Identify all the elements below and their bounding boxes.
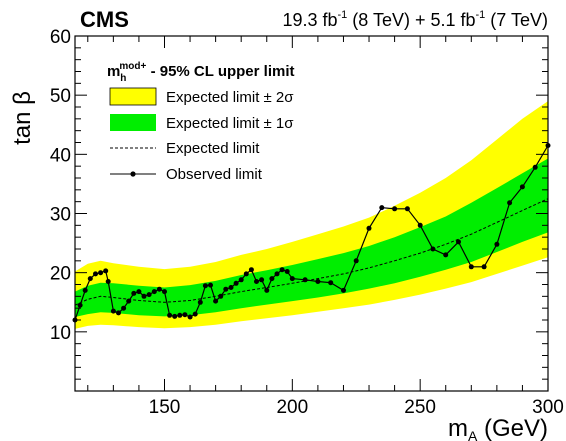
observed-point: [192, 311, 198, 317]
observed-point: [156, 286, 162, 292]
ticks-layer: [75, 35, 549, 391]
observed-line: [75, 145, 548, 321]
observed-point: [264, 287, 270, 293]
observed-point: [151, 289, 157, 295]
observed-point: [233, 280, 239, 286]
observed-point: [468, 264, 474, 270]
legend-label-observed: Observed limit: [166, 166, 263, 183]
x-axis-title: mA (GeV): [448, 415, 548, 441]
legend: mmod+ h - 95% CL upper limit Expected lim…: [107, 61, 295, 183]
legend-swatch-observed-marker: [130, 171, 136, 177]
x-tick-label: 300: [532, 397, 564, 418]
observed-point: [162, 289, 167, 295]
y-tick-label: 20: [50, 264, 71, 285]
observed-point: [366, 225, 372, 231]
observed-point: [404, 206, 410, 212]
observed-point: [353, 258, 359, 264]
y-tick-label: 60: [50, 27, 71, 48]
legend-label-2sigma: Expected limit ± 2σ: [166, 89, 294, 106]
points-layer: [72, 143, 551, 323]
lines-layer: [75, 145, 548, 321]
observed-point: [182, 312, 188, 318]
observed-point: [259, 277, 265, 283]
legend-header: mmod+ h - 95% CL upper limit: [107, 61, 295, 84]
observed-point: [105, 279, 111, 284]
observed-point: [213, 298, 219, 304]
observed-point: [519, 184, 525, 190]
y-tick-label: 50: [50, 86, 71, 107]
y-axis-title: tan β: [9, 91, 36, 145]
bands-layer: [75, 101, 548, 329]
observed-point: [315, 279, 321, 284]
y-tick-label: 40: [50, 145, 71, 166]
observed-point: [279, 267, 285, 273]
observed-point: [430, 246, 436, 252]
legend-swatch-1sigma: [110, 114, 156, 131]
observed-point: [82, 287, 88, 293]
observed-point: [532, 164, 538, 170]
x-tick-label: 150: [149, 397, 181, 418]
observed-point: [507, 200, 513, 206]
observed-point: [228, 285, 234, 290]
observed-point: [254, 279, 259, 284]
observed-point: [379, 205, 385, 211]
observed-point: [274, 271, 280, 277]
observed-point: [177, 312, 183, 318]
experiment-label: CMS: [80, 7, 129, 32]
y-tick-label: 10: [50, 323, 71, 344]
observed-point: [98, 270, 104, 276]
observed-point: [208, 282, 213, 288]
x-tick-label: 250: [404, 397, 436, 418]
observed-point: [494, 241, 500, 247]
legend-label-expected: Expected limit: [166, 140, 260, 157]
observed-point: [223, 286, 229, 292]
observed-point: [289, 276, 295, 282]
observed-point: [167, 312, 173, 318]
observed-point: [131, 290, 137, 296]
observed-point: [284, 269, 290, 274]
observed-point: [141, 293, 147, 299]
observed-point: [302, 277, 308, 283]
observed-point: [218, 293, 224, 299]
observed-point: [103, 268, 109, 274]
observed-point: [126, 298, 132, 304]
legend-swatch-2sigma: [109, 87, 157, 106]
observed-point: [392, 206, 398, 212]
observed-point: [341, 287, 346, 293]
observed-point: [187, 314, 193, 320]
observed-point: [202, 283, 208, 289]
observed-point: [417, 222, 423, 228]
y-tick-label: 30: [50, 205, 71, 226]
luminosity-label: 19.3 fb-1 (8 TeV) + 5.1 fb-1 (7 TeV): [282, 9, 548, 30]
band-1sigma: [75, 158, 548, 317]
tick-labels-layer: 150 200 250 300 10 20 30 40 50 60: [50, 27, 564, 418]
legend-label-1sigma: Expected limit ± 1σ: [166, 115, 294, 132]
x-tick-label: 200: [276, 397, 308, 418]
observed-point: [87, 276, 93, 282]
observed-point: [116, 310, 121, 316]
observed-point: [456, 239, 461, 245]
observed-point: [238, 277, 244, 283]
expected-line: [75, 198, 548, 306]
observed-point: [197, 299, 203, 305]
observed-point: [481, 264, 487, 270]
observed-point: [172, 313, 178, 319]
observed-point: [146, 292, 152, 298]
observed-point: [248, 267, 254, 273]
observed-point: [121, 305, 127, 311]
observed-point: [136, 289, 142, 295]
observed-point: [443, 252, 449, 258]
observed-point: [110, 308, 116, 314]
observed-point: [77, 302, 83, 308]
observed-point: [328, 280, 334, 286]
observed-point: [93, 271, 98, 277]
observed-point: [243, 271, 249, 277]
observed-point: [269, 276, 275, 282]
